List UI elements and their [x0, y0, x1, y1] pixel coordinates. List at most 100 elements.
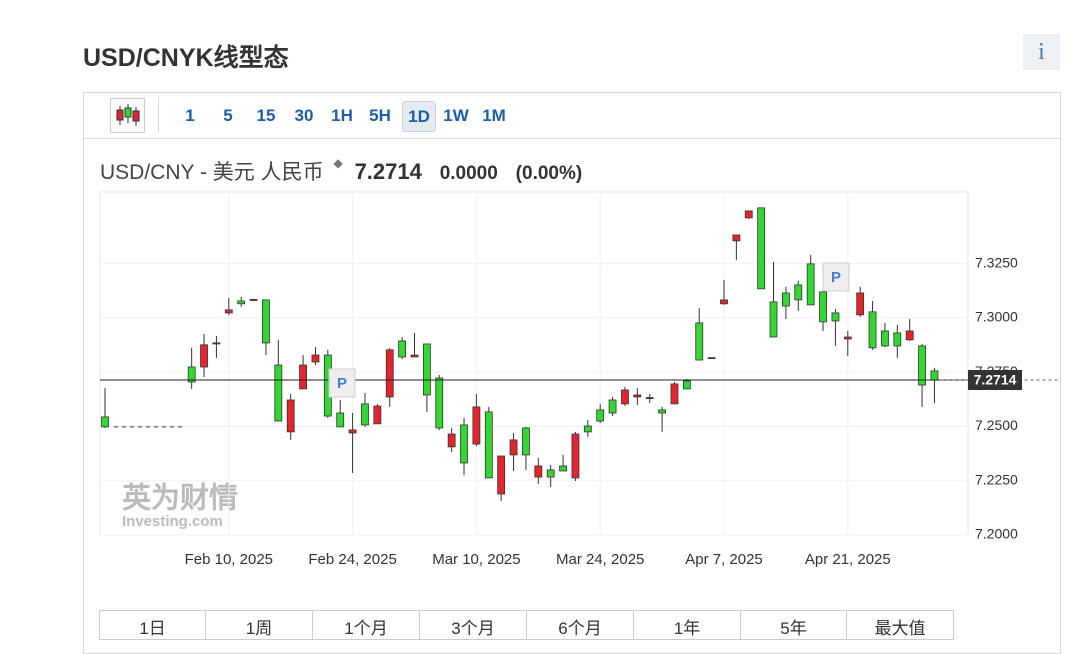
interval-button[interactable]: 5H [369, 106, 391, 125]
y-tick-label: 7.2000 [975, 526, 1018, 542]
interval-button[interactable]: 5 [223, 106, 233, 125]
page-title: USD/CNYK线型态 [83, 44, 289, 72]
candle-body [608, 399, 617, 414]
candle-body [856, 292, 865, 316]
event-marker-bg [822, 262, 850, 292]
candle-icon [116, 104, 140, 126]
candle-body [200, 344, 208, 368]
candle-body [237, 300, 246, 305]
candle-body [559, 465, 567, 472]
candle-body [819, 291, 827, 323]
candle-body [447, 433, 456, 448]
candle-body [930, 370, 939, 381]
candle-body [361, 403, 369, 426]
candle-body [522, 427, 530, 456]
candle-body [101, 416, 109, 428]
candle-body [497, 455, 506, 495]
interval-button[interactable]: 1D [402, 101, 436, 132]
candle-body [757, 207, 766, 290]
interval-button[interactable]: 30 [294, 106, 314, 125]
candle-body [348, 429, 357, 434]
candle-body [583, 425, 592, 433]
candle-body [212, 342, 221, 345]
candle-body [744, 210, 753, 219]
range-tab[interactable]: 最大值 [846, 610, 954, 640]
range-tab[interactable]: 1日 [99, 610, 205, 640]
flag-icon: ◆ [333, 156, 343, 170]
candle-body [249, 299, 258, 301]
quote-change-pct: (0.00%) [515, 163, 583, 184]
candle-body [410, 354, 419, 358]
range-tab[interactable]: 1个月 [312, 610, 419, 640]
price-tag-bg [968, 369, 1022, 390]
quote-change: 0.0000 [439, 163, 498, 184]
candle-body [918, 345, 926, 386]
x-tick-label: Feb 24, 2025 [308, 551, 396, 568]
candle-body [509, 439, 518, 456]
range-tab[interactable]: 6个月 [526, 610, 633, 640]
candle-body [571, 433, 580, 479]
interval-button[interactable]: 1W [443, 106, 469, 125]
interval-button[interactable]: 1 [185, 106, 195, 125]
candle-body [460, 424, 468, 464]
candle-body [596, 409, 605, 422]
candle-body [893, 332, 902, 347]
info-button[interactable]: i [1023, 34, 1060, 70]
candle-body [422, 343, 431, 396]
quote-price: 7.2714 [354, 159, 422, 184]
y-tick-label: 7.2500 [975, 417, 1018, 433]
candle-body [484, 411, 493, 479]
event-marker-bg [328, 368, 356, 398]
candle-body [682, 380, 691, 390]
page: USD/CNYK线型态 i 1 5 15 30 1H 5H 1D 1W 1M USD/CNY -… [83, 34, 1061, 654]
candle-body [187, 366, 196, 383]
watermark-en: Investing.com [122, 513, 223, 530]
candle-body [720, 299, 728, 305]
candle-body [707, 357, 716, 360]
candle-body [262, 299, 270, 344]
candle-body [398, 340, 407, 358]
event-marker: P [831, 269, 841, 286]
range-tab[interactable]: 3个月 [419, 610, 526, 640]
candle-body [373, 405, 382, 425]
instrument-name: USD/CNY - 美元 人民币 [100, 161, 324, 184]
y-tick-label: 7.3000 [975, 309, 1018, 325]
candle-body [905, 330, 914, 341]
interval-button[interactable]: 1H [331, 106, 353, 125]
candle-body [336, 412, 345, 428]
candle-body [881, 330, 889, 347]
candle-body [435, 377, 444, 429]
candle-body [645, 397, 654, 399]
toolbar-divider [84, 138, 1060, 139]
x-tick-label: Apr 21, 2025 [805, 551, 891, 568]
candle-body [385, 349, 394, 398]
range-tab[interactable]: 1周 [205, 610, 312, 640]
candle-body [831, 312, 840, 322]
y-tick-label: 7.3250 [975, 254, 1018, 270]
candle-body [286, 399, 295, 433]
x-tick-label: Apr 7, 2025 [685, 551, 763, 568]
candle-body [732, 234, 741, 242]
candle-body [633, 394, 642, 398]
candle-body [299, 364, 307, 390]
candle-body [670, 383, 679, 405]
candle-body [224, 309, 233, 314]
toolbar-separator [158, 97, 159, 133]
range-tab[interactable]: 1年 [633, 610, 740, 640]
candle-body [472, 406, 481, 445]
x-tick-label: Feb 10, 2025 [185, 551, 273, 568]
candle-body [769, 301, 778, 338]
chart-type-button[interactable] [110, 98, 145, 133]
candle-body [534, 465, 543, 478]
candle-body [695, 322, 704, 361]
chart: 英为财情 Investing.com 7.2000 7.2250 7.2500 7.2… [99, 191, 1060, 568]
interval-button[interactable]: 1M [482, 106, 506, 125]
range-tab[interactable]: 5年 [740, 610, 846, 640]
event-marker: P [337, 375, 347, 392]
y-tick-label: 7.2250 [975, 471, 1018, 487]
candle-body [546, 469, 555, 478]
candle-body [806, 263, 815, 306]
candle-body [868, 311, 877, 349]
candle-body [621, 389, 629, 405]
interval-button[interactable]: 15 [256, 106, 276, 125]
